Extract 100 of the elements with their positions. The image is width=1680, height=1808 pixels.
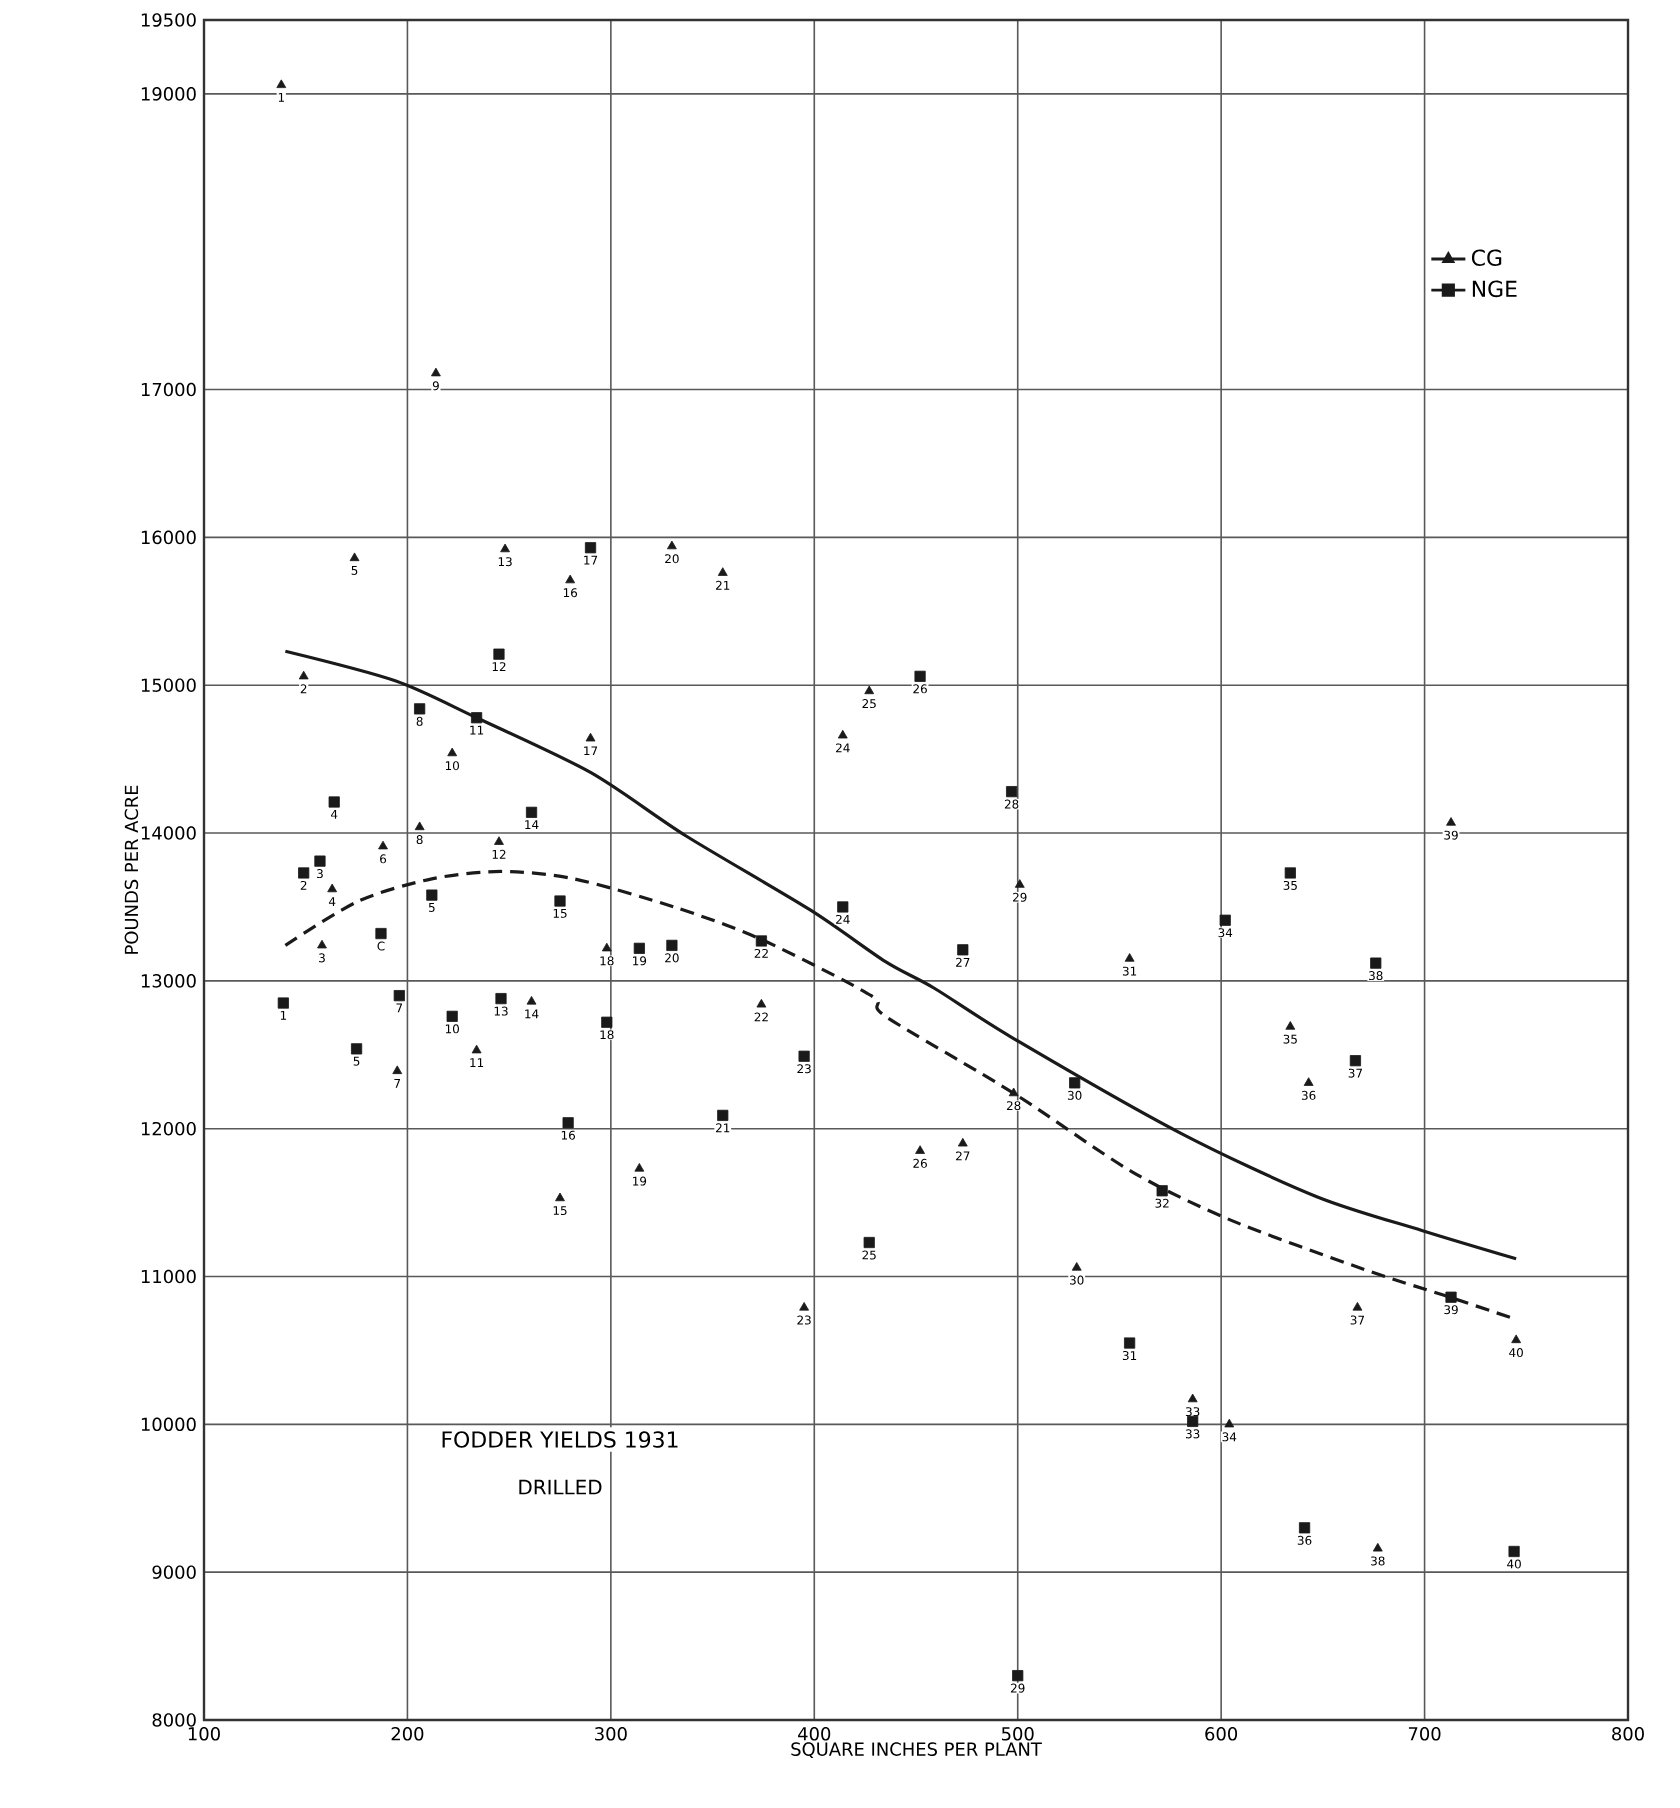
- point: [314, 855, 326, 867]
- x-tick-label: 100: [188, 1727, 220, 1741]
- y-tick-label: 13000: [141, 974, 196, 988]
- point: [1124, 953, 1135, 962]
- point: [1014, 879, 1025, 888]
- point: [1352, 1301, 1363, 1311]
- point: [1446, 817, 1456, 826]
- point: [1156, 1185, 1168, 1197]
- y-tick-label: 10000: [141, 1417, 196, 1432]
- point: [1298, 1522, 1311, 1534]
- point: [601, 1016, 613, 1028]
- y-tick-label: 8000: [152, 1713, 196, 1727]
- point: [1012, 1670, 1024, 1682]
- y-tick-label: 19500: [141, 13, 196, 27]
- point: [349, 552, 360, 562]
- legend-label: CG: [1471, 249, 1502, 266]
- point: [837, 729, 848, 739]
- point: [1124, 1337, 1136, 1349]
- point: [1508, 1545, 1520, 1558]
- point: [1219, 914, 1231, 926]
- point: [565, 574, 576, 584]
- point: [837, 901, 849, 913]
- point: [317, 939, 327, 949]
- point: [554, 895, 566, 907]
- point: [1187, 1393, 1198, 1403]
- point: [1069, 1077, 1081, 1089]
- point: [799, 1301, 810, 1311]
- point: [1008, 1087, 1019, 1097]
- point: [471, 712, 483, 724]
- point: [555, 1192, 565, 1202]
- point: [500, 543, 510, 553]
- y-tick-label: 9000: [152, 1565, 196, 1579]
- point: [328, 796, 340, 808]
- point: [431, 367, 441, 377]
- point: [378, 840, 388, 850]
- y-tick-label: 14000: [141, 826, 196, 840]
- x-tick-label: 400: [798, 1727, 831, 1741]
- point: [494, 836, 504, 845]
- point: [298, 867, 310, 879]
- point: [863, 1236, 875, 1249]
- point: [755, 935, 767, 947]
- point: [471, 1044, 482, 1054]
- x-tick-label: 500: [1001, 1727, 1034, 1741]
- point: [350, 1043, 363, 1055]
- point: [634, 1163, 645, 1172]
- y-tick-label: 11000: [141, 1269, 196, 1284]
- y-tick-label: 19000: [141, 87, 196, 101]
- point: [277, 997, 289, 1009]
- point: [1006, 786, 1018, 798]
- point: [666, 939, 678, 951]
- point: [1445, 1291, 1457, 1303]
- point: [1303, 1077, 1314, 1086]
- point: [957, 944, 969, 956]
- text: DRILLED: [519, 1479, 602, 1495]
- x-tick-label: 300: [595, 1727, 627, 1741]
- point: [1284, 867, 1296, 879]
- x-tick-label: 200: [391, 1727, 424, 1741]
- point: [1511, 1334, 1522, 1344]
- point: [864, 685, 875, 695]
- y-tick-label: 15000: [141, 678, 196, 692]
- point: [584, 542, 597, 554]
- y-tick-label: 16000: [141, 530, 196, 545]
- point: [717, 1109, 729, 1121]
- point: [914, 670, 926, 682]
- point: [562, 1117, 574, 1129]
- point: [495, 993, 507, 1005]
- point: [717, 567, 728, 576]
- point: [798, 1050, 810, 1062]
- point: [414, 821, 425, 831]
- point: [1071, 1262, 1082, 1271]
- point: [957, 1137, 968, 1147]
- point: [298, 670, 309, 680]
- point: [493, 648, 505, 660]
- x-axis-title: SQUARE INCHES PER PLANT: [791, 1742, 1042, 1758]
- point: [375, 927, 387, 940]
- point: [601, 942, 612, 952]
- point: [667, 540, 677, 550]
- point: [446, 1010, 458, 1022]
- text: FODDER YIELDS 1931: [442, 1431, 678, 1448]
- y-axis-title: POUNDS PER ACRE: [124, 785, 139, 954]
- x-tick-label: 700: [1408, 1727, 1441, 1741]
- point: [426, 889, 438, 901]
- point: [327, 883, 338, 893]
- y-tick-label: 12000: [141, 1121, 196, 1136]
- point: [585, 732, 596, 742]
- point: [915, 1145, 925, 1154]
- point: [276, 79, 287, 89]
- point: [1370, 957, 1382, 969]
- point: [1372, 1542, 1383, 1552]
- point: [633, 942, 645, 954]
- point: [756, 998, 767, 1008]
- x-tick-label: 800: [1612, 1727, 1644, 1741]
- point: [393, 990, 405, 1002]
- legend-label: NGE: [1472, 280, 1517, 298]
- y-tick-label: 17000: [141, 382, 196, 397]
- point: [1224, 1418, 1235, 1428]
- point: [525, 806, 538, 818]
- x-tick-label: 600: [1205, 1727, 1238, 1741]
- point: [447, 747, 458, 757]
- line-series: [283, 649, 1518, 1261]
